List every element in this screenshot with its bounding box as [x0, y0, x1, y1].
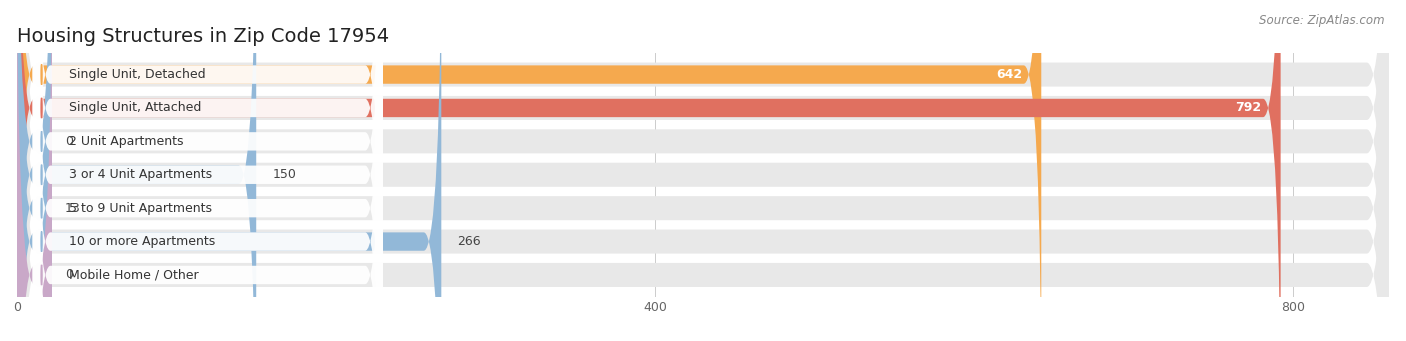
Text: Single Unit, Attached: Single Unit, Attached — [69, 102, 201, 115]
Text: Single Unit, Detached: Single Unit, Detached — [69, 68, 205, 81]
Text: 0: 0 — [65, 268, 73, 281]
Text: 13: 13 — [65, 202, 80, 215]
Text: 792: 792 — [1236, 102, 1261, 115]
FancyBboxPatch shape — [32, 0, 382, 341]
FancyBboxPatch shape — [17, 0, 1389, 341]
Text: 3 or 4 Unit Apartments: 3 or 4 Unit Apartments — [69, 168, 212, 181]
FancyBboxPatch shape — [17, 0, 1281, 341]
FancyBboxPatch shape — [17, 0, 1389, 341]
Text: 0: 0 — [65, 135, 73, 148]
FancyBboxPatch shape — [32, 0, 382, 341]
Text: 10 or more Apartments: 10 or more Apartments — [69, 235, 215, 248]
FancyBboxPatch shape — [17, 0, 441, 341]
Text: Source: ZipAtlas.com: Source: ZipAtlas.com — [1260, 14, 1385, 27]
FancyBboxPatch shape — [17, 0, 256, 341]
Text: Mobile Home / Other: Mobile Home / Other — [69, 268, 198, 281]
FancyBboxPatch shape — [32, 0, 382, 341]
FancyBboxPatch shape — [17, 0, 52, 341]
FancyBboxPatch shape — [32, 0, 382, 341]
Text: Housing Structures in Zip Code 17954: Housing Structures in Zip Code 17954 — [17, 27, 389, 46]
FancyBboxPatch shape — [17, 0, 1389, 341]
FancyBboxPatch shape — [17, 0, 1389, 341]
FancyBboxPatch shape — [32, 0, 382, 341]
Text: 5 to 9 Unit Apartments: 5 to 9 Unit Apartments — [69, 202, 212, 215]
Text: 2 Unit Apartments: 2 Unit Apartments — [69, 135, 184, 148]
FancyBboxPatch shape — [17, 0, 1389, 341]
FancyBboxPatch shape — [17, 0, 52, 341]
FancyBboxPatch shape — [32, 0, 382, 341]
FancyBboxPatch shape — [17, 0, 1389, 341]
FancyBboxPatch shape — [32, 0, 382, 341]
FancyBboxPatch shape — [17, 0, 52, 341]
FancyBboxPatch shape — [17, 0, 1389, 341]
Text: 150: 150 — [273, 168, 297, 181]
Text: 642: 642 — [995, 68, 1022, 81]
Text: 266: 266 — [457, 235, 481, 248]
FancyBboxPatch shape — [17, 0, 1042, 341]
